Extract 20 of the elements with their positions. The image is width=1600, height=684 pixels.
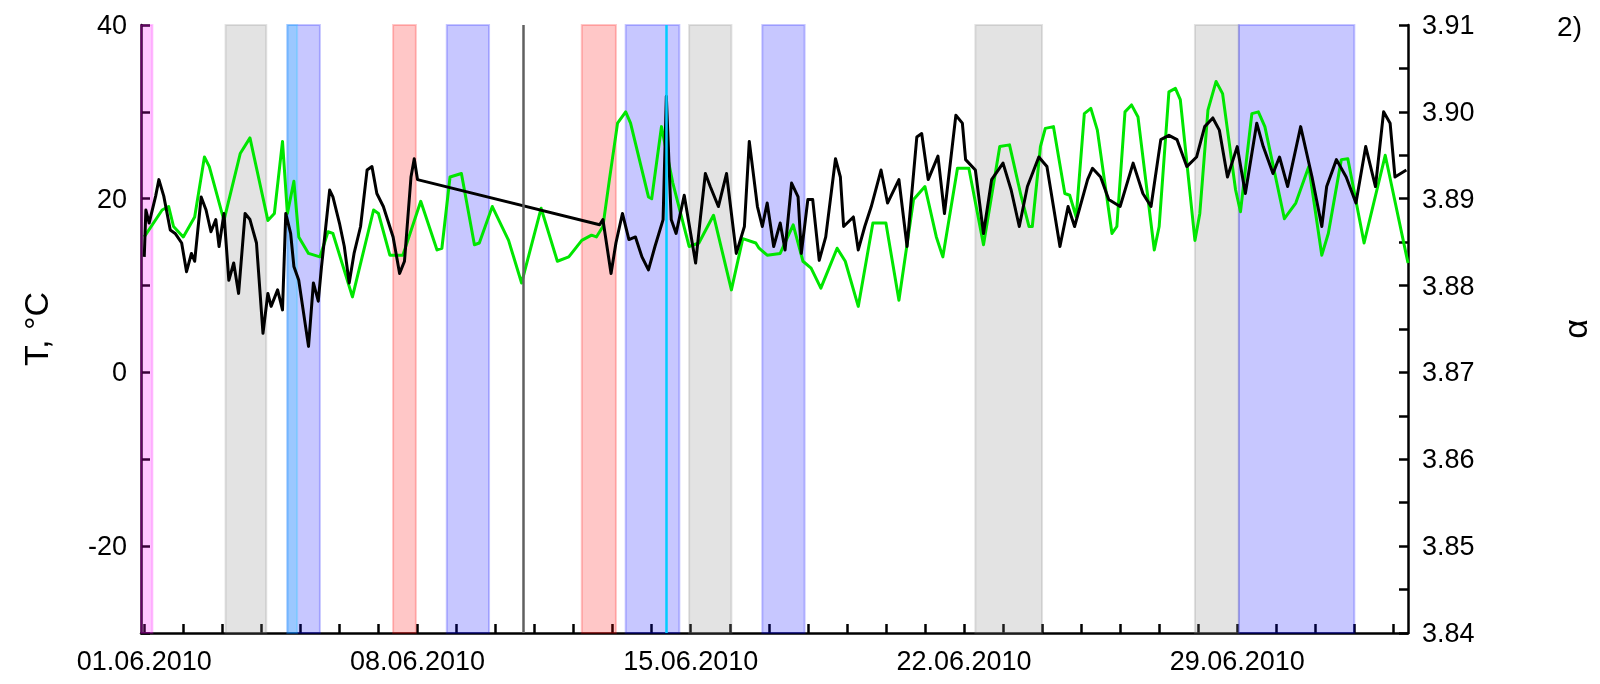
- x-tick-label: 08.06.2010: [349, 645, 486, 676]
- y-axis-title: T, °C: [17, 291, 55, 367]
- y2-axis-title: α: [1556, 319, 1594, 339]
- y2-tick-label: 3.87: [1422, 357, 1475, 388]
- x-tick-label: 01.06.2010: [76, 645, 212, 676]
- y2-tick-label: 3.85: [1422, 531, 1475, 562]
- y-tick-label: 20: [96, 183, 127, 214]
- text: 2): [1557, 10, 1583, 42]
- y2-tick-label: 3.90: [1422, 96, 1475, 127]
- y2-tick-label: 3.89: [1422, 183, 1475, 214]
- x-tick-label: 29.06.2010: [1169, 645, 1305, 676]
- x-tick-label: 22.06.2010: [896, 645, 1032, 676]
- y-tick-label: 40: [96, 10, 127, 40]
- y2-tick-label: 3.86: [1422, 444, 1475, 475]
- y2-tick-label: 3.84: [1422, 618, 1475, 648]
- y-tick-label: -20: [87, 531, 127, 562]
- x-tick-label: 15.06.2010: [623, 645, 759, 676]
- y2-tick-label: 3.88: [1422, 270, 1475, 301]
- y-tick-label: 0: [111, 357, 127, 388]
- y2-tick-label: 3.91: [1422, 10, 1475, 40]
